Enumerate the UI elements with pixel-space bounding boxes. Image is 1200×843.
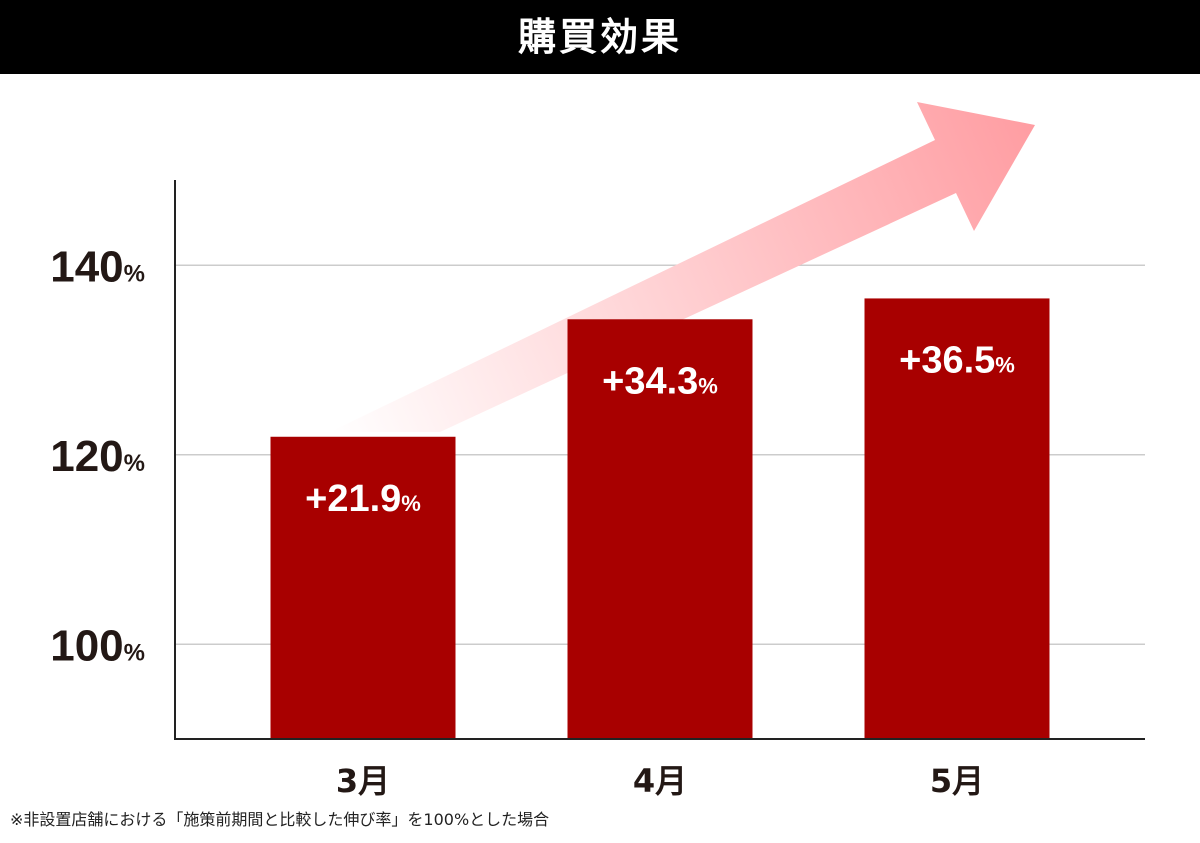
title-bar	[0, 0, 1200, 74]
y-tick-number: 140	[50, 242, 123, 291]
bar-data-label: +34.3%	[602, 360, 718, 402]
bars	[270, 298, 1050, 739]
chart-title: 購買効果	[517, 15, 682, 59]
x-tick-label: 3月	[336, 762, 390, 800]
x-tick-label: 4月	[633, 762, 687, 800]
bar	[567, 319, 753, 739]
y-tick-number: 120	[50, 432, 123, 481]
y-tick-label: 100%	[50, 621, 145, 670]
axes	[174, 180, 1145, 740]
bar-data-value: +36.5	[899, 339, 995, 381]
bar-data-value: +34.3	[602, 360, 698, 402]
bar-data-unit: %	[698, 373, 718, 398]
bar	[270, 436, 456, 739]
bar-data-label: +36.5%	[899, 339, 1015, 381]
y-tick-label: 120%	[50, 432, 145, 481]
bar-data-unit: %	[995, 352, 1015, 377]
y-tick-label: 140%	[50, 242, 145, 291]
trend-arrow-shape	[330, 102, 1035, 432]
y-tick-number: 100	[50, 621, 123, 670]
bar-data-label: +21.9%	[305, 478, 421, 520]
bar-data-unit: %	[401, 491, 421, 516]
y-tick-unit: %	[124, 450, 145, 477]
y-tick-unit: %	[124, 260, 145, 287]
y-tick-unit: %	[124, 639, 145, 666]
chart-footnote: ※非設置店舗における「施策前期間と比較した伸び率」を100%とした場合	[10, 810, 550, 829]
labels: 100%120%140%+21.9%3月+34.3%4月+36.5%5月	[50, 242, 1015, 800]
x-tick-label: 5月	[930, 762, 984, 800]
bar	[864, 298, 1050, 739]
trend-arrow	[330, 102, 1035, 432]
bar-data-value: +21.9	[305, 478, 401, 520]
